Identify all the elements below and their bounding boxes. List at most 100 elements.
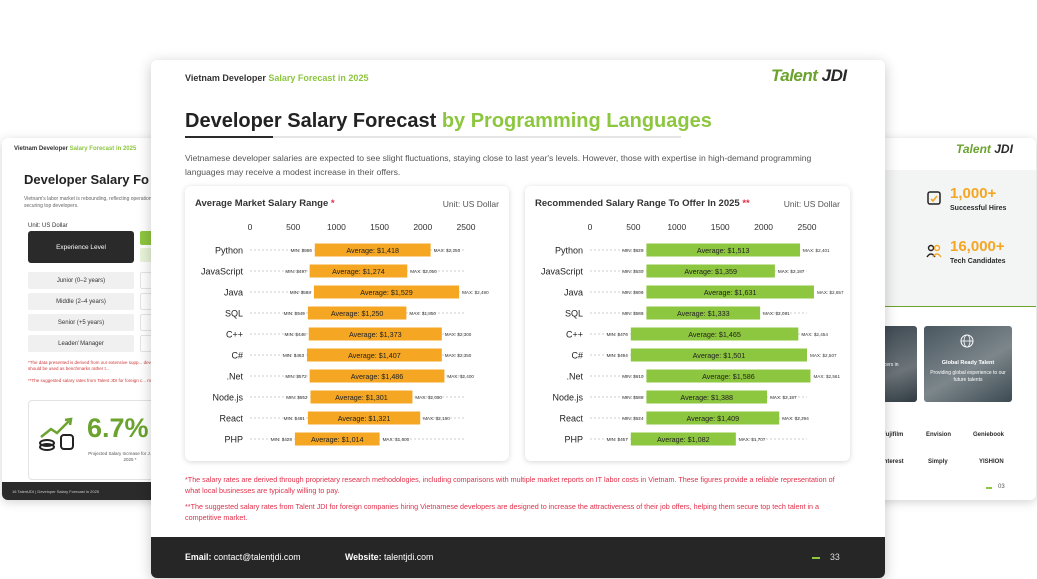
min-label: MIN: $448 bbox=[285, 332, 307, 337]
salary-range-bar bbox=[646, 411, 780, 425]
average-label: Average: $1,333 bbox=[677, 309, 730, 318]
client-logo-interest: interest bbox=[882, 459, 904, 465]
title-rule bbox=[273, 136, 681, 138]
photo-text: Providing global experience to our futur… bbox=[930, 370, 1006, 383]
footer-email: Email: contact@talentjdi.com bbox=[185, 552, 301, 562]
average-label: Average: $1,513 bbox=[697, 246, 750, 255]
max-label: MAX: $2,050 bbox=[410, 269, 437, 274]
max-label: MAX: $2,150 bbox=[423, 416, 450, 421]
main-page[interactable]: Vietnam Developer Salary Forecast in 202… bbox=[151, 60, 885, 578]
stat-value: 6.7% bbox=[87, 413, 149, 443]
x-tick-label: 2500 bbox=[457, 222, 476, 232]
money-growth-icon bbox=[39, 417, 74, 451]
global-talent-photo bbox=[924, 326, 1012, 402]
max-label: MAX: $1,600 bbox=[383, 437, 410, 442]
level-row: Junior (0–2 years) bbox=[28, 272, 134, 289]
max-label: MAX: $2,400 bbox=[447, 374, 474, 379]
footnote-2: **The suggested salary rates from Talent… bbox=[185, 502, 820, 522]
page-footer: Email: contact@talentjdi.com Website: ta… bbox=[151, 537, 885, 578]
min-label: MIN: $552 bbox=[286, 395, 308, 400]
title-underline bbox=[185, 136, 273, 138]
average-label: Average: $1,586 bbox=[702, 372, 755, 381]
min-label: MIN: $494 bbox=[607, 353, 629, 358]
website-link[interactable]: talentjdi.com bbox=[383, 552, 434, 562]
max-label: MAX: $2,187 bbox=[778, 269, 805, 274]
max-label: MAX: $2,300 bbox=[445, 332, 472, 337]
left-page-note: **The suggested salary rates from Talent… bbox=[28, 378, 163, 383]
max-label: MAX: $1,850 bbox=[409, 311, 436, 316]
x-tick-label: 0 bbox=[588, 222, 593, 232]
max-label: MAX: $2,294 bbox=[782, 416, 809, 421]
client-logo-envision: Envision bbox=[926, 432, 952, 438]
average-label: Average: $1,321 bbox=[338, 414, 391, 423]
category-label: JavaScript bbox=[201, 267, 244, 277]
talentjdi-logo: Talent JDI bbox=[956, 142, 1013, 156]
x-tick-label: 2500 bbox=[798, 222, 817, 232]
salary-range-bar bbox=[309, 369, 445, 383]
max-label: MAX: $2,657 bbox=[817, 290, 844, 295]
client-logo-yishion: YISHION bbox=[979, 459, 1004, 465]
salary-range-bar bbox=[294, 432, 380, 446]
level-row: Middle (2–4 years) bbox=[28, 293, 134, 310]
category-label: .Net bbox=[566, 372, 583, 382]
min-label: MIN: $586 bbox=[622, 311, 644, 316]
max-label: MAX: $2,507 bbox=[810, 353, 837, 358]
people-icon bbox=[926, 244, 942, 258]
email-link[interactable]: contact@talentjdi.com bbox=[213, 552, 301, 562]
stat-caption: Projected Salary Increase for J... Offer… bbox=[88, 451, 172, 462]
salary-range-bar bbox=[646, 390, 768, 404]
x-tick-label: 1500 bbox=[711, 222, 730, 232]
average-label: Average: $1,465 bbox=[688, 330, 741, 339]
average-label: Average: $1,301 bbox=[335, 393, 388, 402]
stat-label: Successful Hires bbox=[950, 205, 1007, 212]
salary-range-bar bbox=[309, 264, 408, 278]
category-label: JavaScript bbox=[541, 267, 584, 277]
x-tick-label: 2000 bbox=[413, 222, 432, 232]
footnotes: *The salary rates are derived through pr… bbox=[185, 474, 845, 528]
min-label: MIN: $428 bbox=[271, 437, 293, 442]
average-label: Average: $1,501 bbox=[693, 351, 746, 360]
category-label: .Net bbox=[226, 372, 243, 382]
photo-caption: r ncers in bbox=[878, 362, 899, 368]
average-label: Average: $1,486 bbox=[351, 372, 404, 381]
min-label: MIN: $524 bbox=[622, 416, 644, 421]
average-label: Average: $1,014 bbox=[311, 435, 364, 444]
footnote-1: *The salary rates are derived through pr… bbox=[185, 475, 835, 495]
experience-level-header: Experience Level bbox=[28, 231, 134, 263]
max-label: MAX: $2,187 bbox=[770, 395, 797, 400]
stat-value: 1,000+ bbox=[950, 185, 997, 202]
photo-title: Global Ready Talent bbox=[941, 360, 995, 366]
salary-range-bar bbox=[307, 348, 442, 362]
max-label: MAX: $2,081 bbox=[763, 311, 790, 316]
min-label: MIN: $463 bbox=[283, 353, 305, 358]
min-label: MIN: $606 bbox=[622, 290, 644, 295]
page-number-dash bbox=[986, 487, 992, 489]
max-label: MAX: $2,454 bbox=[801, 332, 828, 337]
max-label: MAX: $2,250 bbox=[434, 248, 461, 253]
page-number-dash bbox=[812, 557, 820, 559]
main-page-header: Vietnam Developer Salary Forecast in 202… bbox=[185, 73, 369, 83]
x-tick-label: 2000 bbox=[754, 222, 773, 232]
salary-range-bar bbox=[630, 327, 799, 341]
page-number: 33 bbox=[830, 552, 840, 562]
min-label: MIN: $610 bbox=[622, 374, 644, 379]
min-label: MIN: $457 bbox=[607, 437, 629, 442]
average-label: Average: $1,250 bbox=[331, 309, 384, 318]
average-label: Average: $1,631 bbox=[704, 288, 757, 297]
x-tick-label: 500 bbox=[286, 222, 300, 232]
left-page-unit: Unit: US Dollar bbox=[28, 223, 68, 229]
category-label: Node.js bbox=[552, 393, 583, 403]
category-label: Node.js bbox=[212, 393, 243, 403]
category-label: C++ bbox=[226, 330, 243, 340]
recommended-salary-chart: Recommended Salary Range To Offer In 202… bbox=[525, 186, 850, 461]
section-divider bbox=[838, 306, 1036, 307]
max-label: MAX: $2,490 bbox=[462, 290, 489, 295]
category-label: Python bbox=[215, 246, 243, 256]
x-tick-label: 1500 bbox=[370, 222, 389, 232]
max-label: MAX: $1,707 bbox=[739, 437, 766, 442]
salary-range-bar bbox=[630, 432, 736, 446]
category-label: C# bbox=[231, 351, 243, 361]
category-label: Java bbox=[224, 288, 243, 298]
average-label: Average: $1,418 bbox=[346, 246, 399, 255]
